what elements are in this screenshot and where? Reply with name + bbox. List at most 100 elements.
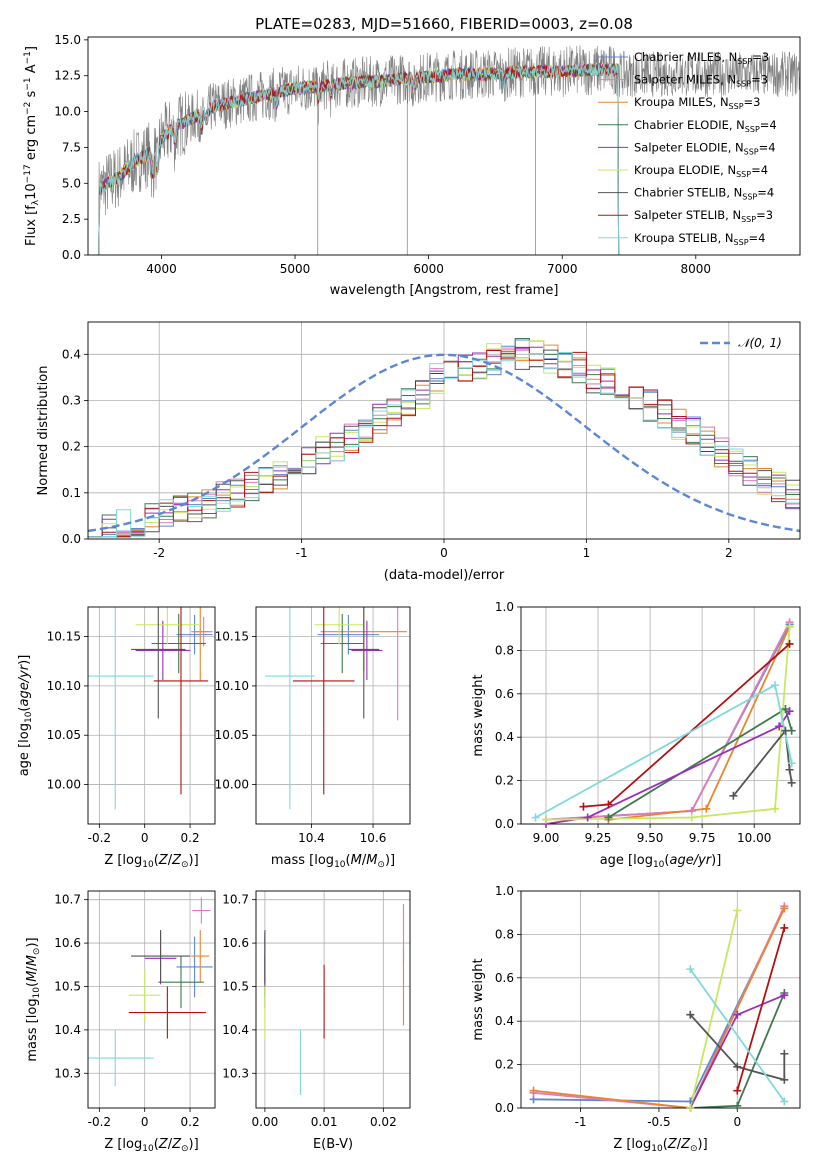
y-tick-label: 10.05 — [47, 728, 81, 742]
legend-entry: 𝒩(0, 1) — [738, 336, 782, 350]
label-part: 10 — [651, 1144, 663, 1154]
model-spectrum-chabrier-stelib — [98, 63, 620, 255]
axes-frame: -0.2 0 0.2 10.00 10.05 10.10 10.15 — [47, 606, 216, 845]
plus-marker — [771, 681, 780, 690]
observed-spectrum-line — [98, 45, 800, 225]
normal-distribution-curve — [88, 353, 800, 533]
axes-border — [87, 890, 216, 1109]
label-part: s — [24, 90, 39, 101]
plus-marker — [733, 906, 742, 915]
label-part: =4 — [757, 186, 774, 200]
label-part: =4 — [759, 140, 776, 154]
x-tick-label: -1 — [575, 1115, 587, 1129]
y-tick-label: 15.0 — [54, 33, 81, 47]
label-part: ( — [25, 982, 40, 987]
y-tick-label: 10.15 — [47, 630, 81, 644]
label-part: Z [log — [104, 1137, 142, 1152]
figure-title: PLATE=0283, MJD=51660, FIBERID=0003, z=0… — [255, 15, 633, 33]
age-vs-mass-panel: 10.4 10.6 10.00 10.05 10.10 10.15 mass [log10(… — [215, 606, 411, 870]
label-part: 10 — [24, 711, 34, 723]
weight-line-chabrier-stelib — [689, 1014, 786, 1081]
label-part: Salpeter STELIB, N — [634, 208, 741, 222]
y-axis-label: Flux [fλ10−17 erg cm−2 s−1 A−1] — [23, 46, 41, 246]
label-part: M — [25, 955, 40, 966]
label-part: ⊙ — [181, 1144, 189, 1154]
label-part: 10 — [653, 860, 665, 870]
x-tick-label: 0.01 — [311, 1115, 338, 1129]
legend-entry: Chabrier ELODIE, NSSP=4 — [634, 118, 777, 134]
histogram-chabrier-miles — [88, 339, 800, 539]
x-tick-label: -2 — [153, 546, 165, 560]
label-part: Chabrier ELODIE, N — [634, 118, 745, 132]
label-part: / — [25, 966, 40, 971]
label-part: Kroupa STELIB, N — [634, 231, 734, 245]
y-tick-label: 10.5 — [222, 979, 249, 993]
x-axis-label: Z [log10(Z/Z⊙)] — [104, 1137, 198, 1154]
y-tick-label: 10.0 — [54, 105, 81, 119]
x-tick-label: 0.02 — [370, 1115, 397, 1129]
label-part: )] — [711, 853, 721, 868]
label-part: ⊙ — [181, 860, 189, 870]
weight-line-kroupa-miles — [533, 908, 786, 1108]
plus-marker — [785, 639, 794, 648]
plus-marker — [733, 1101, 742, 1110]
label-part: ( — [346, 853, 351, 868]
weight-line-kroupa-elodie — [689, 910, 739, 1108]
label-part: / — [362, 853, 367, 868]
label-part: )] — [17, 655, 32, 665]
label-part: mass weight — [471, 958, 486, 1040]
y-tick-label: 10.00 — [215, 778, 249, 792]
x-tick-label: 8000 — [681, 262, 712, 276]
label-part: ( — [154, 1137, 159, 1152]
mass-weight-vs-metallicity-panel: -1 -0.5 00.00.20.40.60.81.0Z [log10(Z/Z⊙)]… — [471, 884, 801, 1154]
y-tick-label: 0.6 — [495, 687, 514, 701]
label-part: )] — [189, 853, 199, 868]
label-part: Salpeter MILES, N — [634, 73, 736, 87]
y-tick-label: 1.0 — [495, 884, 514, 898]
label-part: =4 — [760, 118, 777, 132]
y-tick-label: 10.4 — [222, 1023, 249, 1037]
y-axis-label: age [log10(age/yr)] — [17, 655, 34, 777]
label-part: )] — [698, 1137, 708, 1152]
legend-entry: Chabrier MILES, NSSP=3 — [634, 50, 769, 66]
x-tick-label: 0.00 — [252, 1115, 279, 1129]
label-part: ⊙ — [377, 860, 385, 870]
label-part: 10 — [142, 860, 154, 870]
label-part: ( — [154, 853, 159, 868]
y-tick-label: 0.3 — [62, 393, 81, 407]
x-tick-label: 9.50 — [637, 831, 664, 845]
x-axis-label: mass [log10(M/M⊙)] — [271, 853, 395, 870]
y-tick-label: 0.8 — [495, 927, 514, 941]
histogram-chabrier-elodie — [88, 338, 800, 539]
label-part: =3 — [756, 208, 773, 222]
label-part: E(B-V) — [313, 1137, 353, 1152]
y-axis-label: mass [log10(M/M⊙)] — [25, 937, 42, 1061]
y-tick-label: 10.4 — [54, 1023, 81, 1037]
plus-marker — [583, 813, 592, 822]
y-tick-label: 0.0 — [495, 1101, 514, 1115]
label-part: SSP — [745, 125, 760, 134]
y-tick-label: 0.2 — [495, 1058, 514, 1072]
plus-marker — [687, 813, 696, 822]
label-part: SSP — [736, 80, 751, 89]
label-part: A — [24, 64, 39, 77]
label-part: SSP — [736, 170, 751, 179]
label-part: age/yr — [669, 853, 712, 868]
x-tick-label: 10.6 — [360, 831, 387, 845]
x-axis-label: wavelength [Angstrom, rest frame] — [330, 283, 559, 298]
label-part: M — [25, 971, 40, 982]
y-tick-label: 10.15 — [215, 630, 249, 644]
x-tick-label: 0.2 — [181, 1115, 200, 1129]
plus-marker — [541, 815, 550, 824]
plus-marker — [579, 802, 588, 811]
grid-lines — [521, 890, 800, 1109]
label-part: Kroupa MILES, N — [634, 95, 729, 109]
label-part: mass [log — [271, 853, 334, 868]
grid-lines — [256, 891, 410, 1108]
plus-marker — [686, 1010, 695, 1019]
plot-area — [264, 904, 405, 1095]
label-part: age/yr — [17, 663, 32, 706]
